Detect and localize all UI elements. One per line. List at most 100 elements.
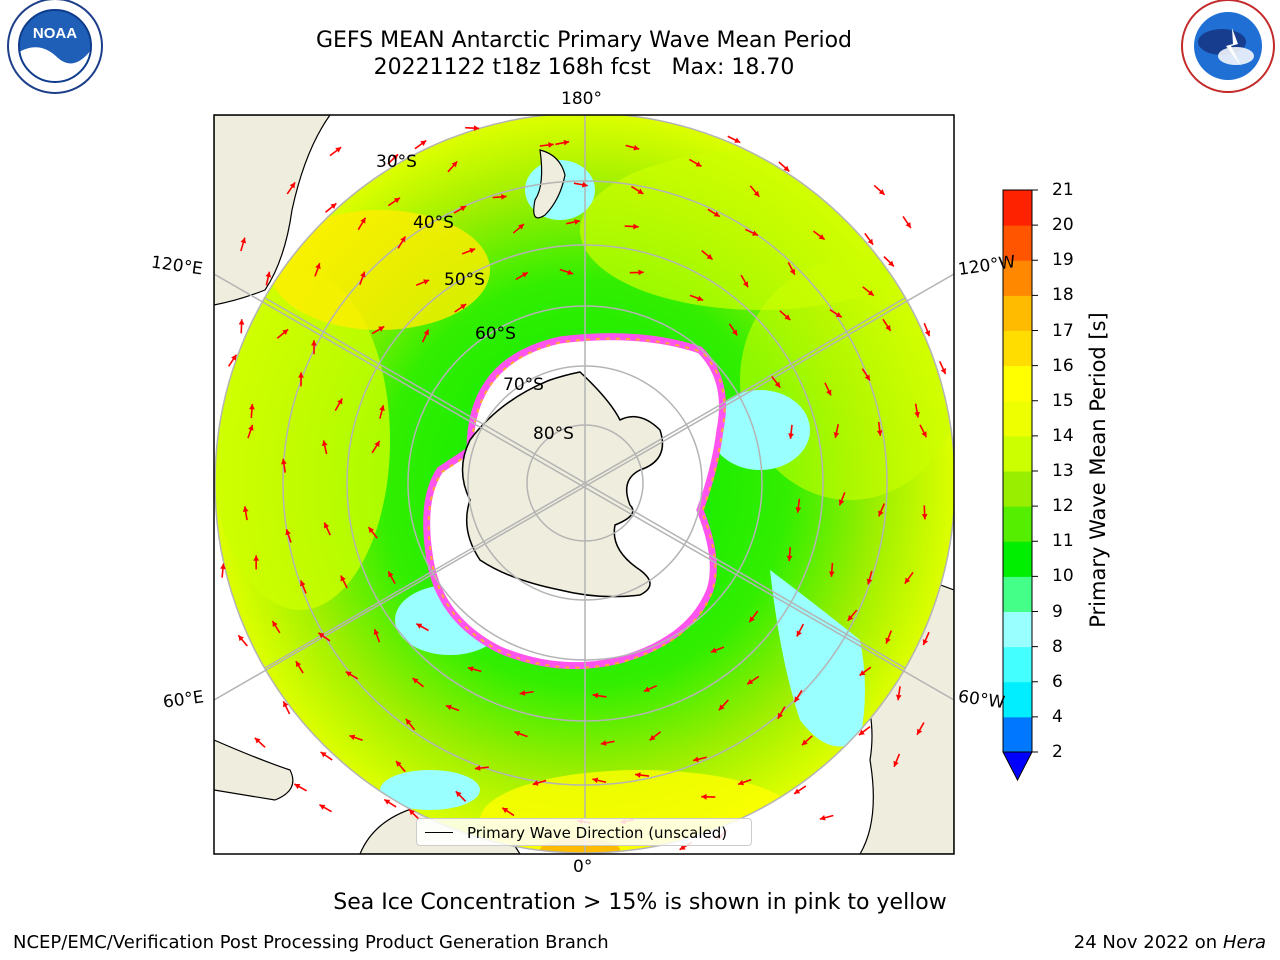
wave-direction-arrow [514, 730, 528, 738]
wave-direction-arrow [744, 228, 759, 237]
wave-direction-arrow [824, 382, 832, 396]
map-legend: Primary Wave Direction (unscaled) [416, 818, 752, 846]
wave-direction-arrow [819, 814, 834, 821]
antarctica-land [461, 371, 664, 598]
wave-direction-arrow [914, 403, 920, 418]
wave-direction-arrow [828, 562, 835, 577]
wave-direction-arrow [395, 760, 406, 773]
wave-direction-arrow [311, 340, 317, 355]
wave-direction-arrow [689, 294, 704, 302]
wave-direction-arrow [340, 575, 348, 589]
wave-direction-arrow [371, 325, 385, 335]
wave-direction-arrow [796, 623, 805, 637]
colorbar-segment [1003, 400, 1032, 437]
wave-direction-arrow [349, 734, 363, 741]
wave-direction-arrow [885, 630, 893, 644]
credit-system: Hera [1222, 932, 1266, 953]
wave-direction-arrow [415, 622, 429, 632]
wave-direction-arrow [293, 783, 307, 792]
wave-direction-arrow [357, 217, 367, 231]
wave-direction-arrow [298, 372, 304, 387]
wave-direction-arrow [387, 570, 396, 585]
wave-direction-arrow [555, 139, 570, 146]
wave-direction-arrow [749, 185, 760, 198]
colorbar-segment [1003, 190, 1032, 226]
wave-direction-arrow [532, 779, 547, 786]
wave-direction-arrow [271, 620, 281, 634]
wave-direction-arrow [492, 193, 507, 200]
colorbar-segment [1003, 541, 1032, 577]
colorbar-tick-label: 6 [1052, 671, 1063, 692]
credit-organization: NCEP/EMC/Verification Post Processing Pr… [13, 932, 609, 953]
wave-direction-arrow [938, 360, 947, 375]
wave-direction-arrow [801, 735, 813, 746]
legend-label: Primary Wave Direction (unscaled) [467, 824, 728, 842]
colorbar-segment [1003, 506, 1032, 542]
wave-direction-arrow [793, 689, 803, 703]
wave-direction-arrow [876, 421, 883, 436]
wave-direction-arrow [795, 498, 802, 513]
wave-direction-arrow [387, 153, 399, 165]
wave-direction-arrow [397, 235, 407, 249]
wave-direction-arrow [383, 798, 397, 808]
wave-direction-arrow [895, 686, 902, 701]
wave-direction-arrow [238, 319, 245, 334]
colorbar-tick-label: 15 [1052, 390, 1074, 411]
madagascar-land [214, 739, 294, 801]
wave-direction-arrow [793, 785, 807, 795]
wave-direction-arrow [919, 424, 928, 438]
wave-direction-arrow [788, 424, 794, 439]
wave-direction-arrow [447, 160, 458, 173]
credit-date: 24 Nov 2022 on Hera [1074, 932, 1266, 953]
wave-direction-arrow [778, 161, 790, 172]
wave-direction-arrow [320, 751, 333, 761]
wave-direction-arrow [847, 609, 858, 622]
wave-direction-arrow [321, 440, 328, 455]
colorbar-segment [1003, 225, 1032, 261]
meridian-label-0: 0° [573, 857, 593, 877]
credit-date-text: 24 Nov 2022 on [1073, 932, 1218, 953]
wave-direction-arrow [864, 232, 874, 246]
wave-direction-arrow [631, 185, 644, 195]
wave-direction-arrow [904, 571, 914, 585]
map-panel [214, 115, 954, 854]
wave-direction-arrow [748, 610, 759, 623]
wave-direction-arrow [922, 631, 930, 646]
colorbar-tick-label: 9 [1052, 601, 1063, 622]
wave-direction-arrow [710, 646, 725, 653]
wave-direction-arrow [566, 219, 581, 225]
wave-direction-arrow [405, 718, 416, 731]
wave-direction-arrow [728, 323, 738, 336]
wave-direction-arrow [635, 772, 650, 778]
latitude-label-30s: 30°S [376, 152, 417, 172]
colorbar [1002, 189, 1038, 782]
wave-direction-arrow [282, 700, 291, 715]
colorbar-segment [1003, 260, 1032, 296]
wave-direction-arrow [882, 318, 892, 332]
wave-direction-arrow [838, 492, 846, 506]
wave-direction-arrow [718, 699, 729, 711]
colorbar-tick-label: 18 [1052, 285, 1074, 306]
wave-direction-arrow [461, 248, 476, 255]
wave-direction-arrow [771, 375, 781, 389]
map-frame [213, 114, 955, 855]
colorbar-tick-label: 8 [1052, 636, 1063, 657]
wave-direction-arrow [916, 722, 925, 736]
wave-direction-arrow [779, 310, 791, 321]
colorbar-segment [1003, 471, 1032, 507]
wave-direction-arrow [519, 690, 534, 696]
wave-direction-arrow [893, 753, 901, 768]
wave-direction-arrow [873, 184, 886, 196]
new-zealand-land [533, 149, 566, 219]
wave-direction-arrow [643, 684, 658, 693]
wave-direction-arrow [467, 666, 482, 673]
wave-direction-arrow [787, 262, 796, 276]
colorbar-segment [1003, 716, 1032, 753]
latitude-label-70s: 70°S [503, 375, 544, 395]
colorbar-segment [1003, 576, 1032, 612]
wave-direction-arrow [314, 262, 321, 277]
colorbar-tick-label: 14 [1052, 425, 1074, 446]
wave-direction-arrow [408, 808, 420, 820]
colorbar-under-arrow [1002, 751, 1033, 782]
